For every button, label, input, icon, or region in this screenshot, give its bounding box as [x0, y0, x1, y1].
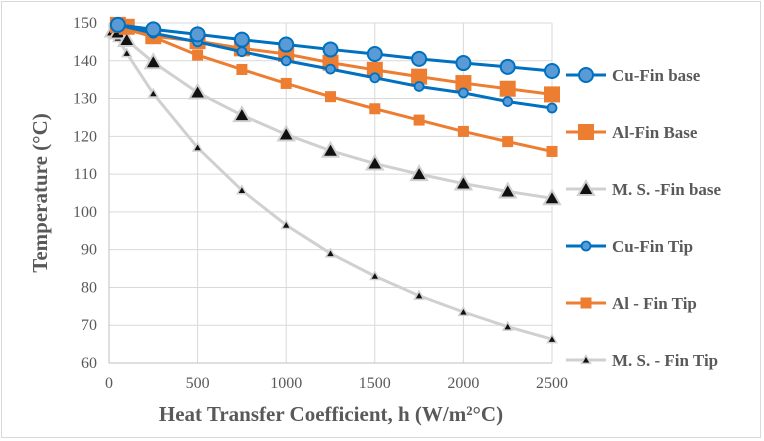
data-point: [413, 114, 425, 126]
data-point: [278, 36, 295, 53]
legend-item: Al - Fin Tip: [566, 294, 697, 313]
data-point: [576, 178, 596, 196]
data-point: [109, 16, 126, 33]
data-point: [192, 49, 204, 61]
x-tick-label: 1500: [359, 375, 391, 392]
data-point: [544, 86, 560, 103]
data-point: [232, 105, 252, 123]
data-point: [544, 62, 560, 79]
data-point: [276, 124, 296, 142]
data-point: [233, 31, 250, 48]
data-point: [546, 333, 558, 344]
legend-label: M. S. -Fin base: [612, 180, 722, 199]
data-point: [497, 181, 518, 199]
data-point: [187, 82, 208, 100]
data-point: [502, 136, 514, 148]
data-point: [580, 353, 592, 365]
data-point: [580, 240, 592, 252]
y-axis-title: Temperature (°C): [28, 113, 52, 272]
data-point: [455, 55, 472, 72]
data-point: [455, 75, 472, 92]
legend: Cu-Fin base Al-Fin Base M. S. -Fin base Cu-…: [566, 66, 722, 370]
x-tick-label: 1000: [270, 375, 302, 392]
y-tick-label: 100: [73, 204, 97, 221]
data-point: [546, 145, 558, 157]
x-tick-label: 0: [105, 375, 113, 392]
legend-label: M. S. - Fin Tip: [612, 351, 718, 370]
y-tick-label: 90: [81, 242, 97, 259]
data-point: [143, 52, 164, 70]
data-point: [145, 21, 162, 38]
data-point: [322, 41, 339, 58]
data-point: [189, 26, 206, 43]
series-al-fin-base: [109, 16, 560, 103]
data-point: [411, 68, 428, 85]
y-axis-ticks: 60 70 80 90 100 110 120 130 140 150: [73, 15, 97, 372]
data-point: [578, 124, 594, 140]
x-axis-title: Heat Transfer Coefficient, h (W/m²°C): [159, 402, 503, 426]
data-point: [501, 320, 514, 331]
y-tick-label: 140: [73, 53, 97, 70]
data-point: [369, 103, 381, 115]
data-point: [320, 140, 341, 158]
data-point: [578, 67, 594, 83]
data-point: [325, 63, 336, 75]
legend-label: Al - Fin Tip: [612, 294, 697, 313]
legend-label: Cu-Fin Tip: [612, 237, 693, 256]
series-cu-fin-base: [109, 16, 560, 79]
data-point: [120, 47, 133, 58]
data-point: [499, 58, 516, 75]
y-tick-label: 150: [73, 15, 97, 32]
series-layer: [103, 16, 562, 344]
data-point: [499, 80, 516, 97]
data-point: [457, 125, 469, 137]
y-tick-label: 80: [81, 279, 97, 296]
data-point: [457, 87, 469, 99]
x-axis-ticks: 0 500 1000 1500 2000 2500: [105, 375, 568, 392]
data-point: [191, 141, 204, 152]
data-point: [542, 188, 562, 206]
legend-item: Cu-Fin Tip: [566, 237, 693, 256]
legend-item: Cu-Fin base: [566, 66, 701, 85]
x-tick-label: 2000: [447, 375, 479, 392]
x-tick-label: 500: [186, 375, 210, 392]
data-point: [366, 61, 383, 78]
data-point: [280, 55, 292, 67]
legend-item: M. S. -Fin base: [566, 178, 722, 199]
legend-item: Al-Fin Base: [566, 123, 698, 142]
data-point: [366, 45, 383, 62]
data-point: [324, 247, 337, 258]
data-point: [580, 297, 592, 309]
data-point: [325, 91, 336, 103]
data-point: [236, 63, 248, 75]
data-point: [502, 96, 514, 107]
y-tick-label: 120: [73, 128, 97, 145]
y-tick-label: 70: [81, 317, 97, 334]
y-tick-label: 110: [74, 166, 97, 183]
legend-label: Al-Fin Base: [612, 123, 698, 142]
data-point: [409, 164, 429, 182]
legend-item: M. S. - Fin Tip: [566, 351, 718, 370]
data-point: [280, 219, 292, 230]
data-point: [369, 72, 381, 84]
data-point: [546, 102, 558, 114]
data-point: [236, 46, 248, 58]
data-point: [411, 50, 428, 67]
data-point: [413, 289, 425, 300]
data-point: [280, 77, 292, 89]
data-point: [147, 87, 160, 98]
x-tick-label: 2500: [536, 375, 568, 392]
data-point: [453, 173, 474, 191]
data-point: [413, 81, 425, 92]
data-point: [369, 270, 381, 281]
data-point: [457, 305, 470, 317]
data-point: [365, 153, 385, 171]
data-point: [116, 29, 137, 47]
y-tick-label: 60: [81, 355, 97, 372]
legend-label: Cu-Fin base: [612, 66, 701, 85]
y-tick-label: 130: [73, 91, 97, 108]
data-point: [236, 184, 248, 195]
